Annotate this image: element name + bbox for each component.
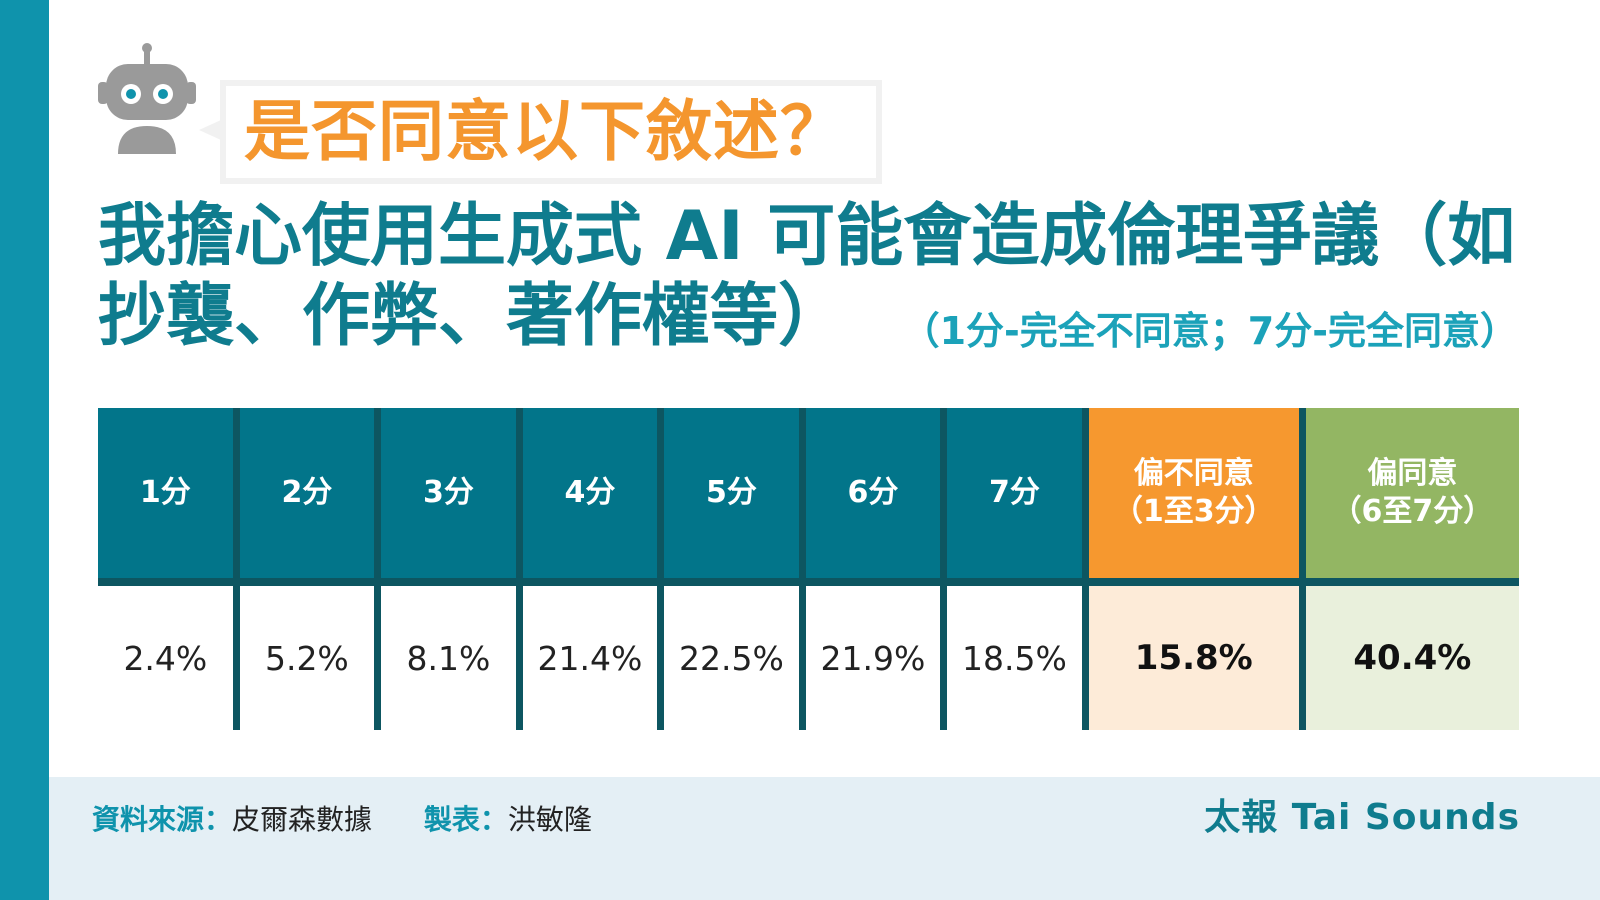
maker-value: 洪敏隆 [507,803,592,836]
summary-label: 偏不同意 [1133,456,1254,491]
column-score-2: 2分 5.2% [239,408,375,730]
divider [1088,578,1299,586]
column-separator [515,408,523,730]
header-cell: 偏不同意 （1至3分） [1088,408,1299,578]
value-cell: 5.2% [239,586,375,730]
column-disagree-summary: 偏不同意 （1至3分） 15.8% [1088,408,1299,730]
header-cell: 3分 [381,408,516,578]
column-score-1: 1分 2.4% [98,408,233,730]
header-cell: 偏同意 （6至7分） [1305,408,1519,578]
divider [239,578,375,586]
header-cell: 4分 [522,408,658,578]
divider [98,578,233,586]
speech-bubble [220,80,882,184]
value-cell: 15.8% [1088,586,1299,730]
summary-range: （6至7分） [1331,494,1494,529]
statement-line-2: 抄襲、作弊、著作權等） [98,277,847,356]
header-cell: 6分 [805,408,941,578]
header-cell: 1分 [98,408,233,578]
column-score-5: 5分 22.5% [664,408,799,730]
column-separator [657,408,665,730]
survey-table: 1分 2.4% 2分 5.2% 3分 8.1% 4分 21.4% 5分 22.5… [98,408,1519,730]
summary-label: 偏同意 [1367,456,1458,491]
header-cell: 2分 [239,408,375,578]
left-accent-bar [0,0,49,900]
column-agree-summary: 偏同意 （6至7分） 40.4% [1305,408,1519,730]
statement-text: 我擔心使用生成式 AI 可能會造成倫理爭議（如 抄襲、作弊、著作權等） [98,197,1528,357]
divider [805,578,941,586]
speech-bubble-tail [199,120,221,140]
credits: 資料來源：皮爾森數據 製表：洪敏隆 [92,800,592,840]
divider [381,578,516,586]
source-label: 資料來源： [92,803,233,836]
summary-range: （1至3分） [1112,494,1275,529]
robot-icon [98,43,196,154]
question-title: 是否同意以下敘述？ [244,93,847,170]
column-separator [1298,408,1306,730]
column-score-6: 6分 21.9% [805,408,941,730]
header-cell: 7分 [947,408,1082,578]
column-separator [232,408,240,730]
column-separator [374,408,382,730]
maker-label: 製表： [423,803,508,836]
source-value: 皮爾森數據 [232,803,373,836]
value-cell: 21.4% [522,586,658,730]
value-cell: 2.4% [98,586,233,730]
column-score-3: 3分 8.1% [381,408,516,730]
scale-note: （1分-完全不同意；7分-完全同意） [901,309,1518,353]
column-separator [798,408,806,730]
divider [522,578,658,586]
column-separator [940,408,948,730]
column-score-7: 7分 18.5% [947,408,1082,730]
value-cell: 8.1% [381,586,516,730]
value-cell: 40.4% [1305,586,1519,730]
header-cell: 5分 [664,408,799,578]
value-cell: 22.5% [664,586,799,730]
value-cell: 18.5% [947,586,1082,730]
statement-line-1: 我擔心使用生成式 AI 可能會造成倫理爭議（如 [98,197,1516,276]
divider [664,578,799,586]
value-cell: 21.9% [805,586,941,730]
column-score-4: 4分 21.4% [522,408,658,730]
brand-logo: 太報 Tai Sounds [1204,797,1520,838]
divider [947,578,1082,586]
column-separator [1081,408,1089,730]
divider [1305,578,1519,586]
footer-band [49,777,1600,900]
